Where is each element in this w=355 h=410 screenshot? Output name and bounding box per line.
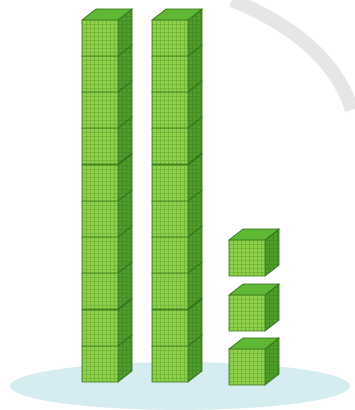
tens-rod (81, 8, 133, 383)
background-arc (229, 0, 355, 113)
unit-cube (228, 228, 280, 277)
tens-rod (151, 8, 203, 383)
unit-cube (228, 337, 280, 386)
unit-cube (228, 283, 280, 332)
